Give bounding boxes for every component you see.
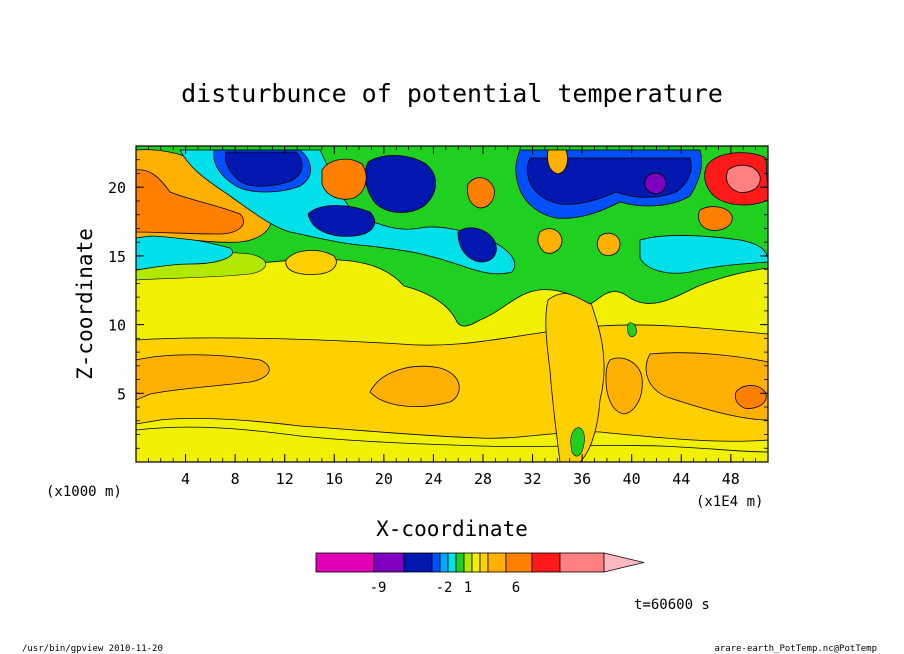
- colorbar-label: 6: [512, 580, 520, 596]
- field-column-green-1: [570, 427, 585, 457]
- y-axis-label: Z-coordinate: [73, 228, 97, 380]
- footer-right: arare-earth_PotTemp.nc@PotTemp: [714, 644, 877, 654]
- y-tick-label: 15: [108, 248, 126, 266]
- colorbar-swatch: [403, 552, 433, 573]
- colorbar-overflow-triangle: [603, 552, 645, 573]
- colorbar-label: -2: [436, 580, 453, 596]
- x-tick-label: 4: [181, 470, 190, 488]
- x-axis-label: X-coordinate: [376, 517, 528, 541]
- x-tick-label: 28: [474, 470, 492, 488]
- plot-frame: [135, 145, 769, 463]
- field-orange-mid-patch: [285, 250, 337, 275]
- field-upper-navy-2: [307, 205, 376, 237]
- x-tick-label: 8: [231, 470, 240, 488]
- colorbar-swatch: [479, 552, 489, 573]
- plot-area: [136, 146, 768, 462]
- field-upper-orange-nw: [547, 149, 568, 175]
- field-lower-deep-orange-right: [734, 385, 767, 409]
- field-upper-navy-4: [457, 227, 497, 263]
- colorbar-swatch: [559, 552, 605, 573]
- field-upper-orange-right: [698, 206, 733, 231]
- field-upper-deep-orange-left: [136, 169, 245, 235]
- y-tick-label: 10: [108, 317, 126, 335]
- field-column-green-2: [627, 322, 637, 337]
- field-column-orange-2: [605, 357, 643, 415]
- colorbar-swatch: [487, 552, 507, 573]
- field-lower-orange-mid: [369, 365, 460, 407]
- field-upper-orange-center: [537, 228, 563, 254]
- colorbar-labels: -9 -2 1 6: [370, 580, 521, 596]
- colorbar-swatch: [447, 552, 457, 573]
- field-lower-orange-left: [136, 354, 270, 401]
- x-tick-label: 24: [424, 470, 442, 488]
- colorbar-swatch: [439, 552, 449, 573]
- x-tick-label: 44: [672, 470, 690, 488]
- x-unit-left: (x1000 m): [46, 484, 122, 500]
- x-tick-label: 20: [375, 470, 393, 488]
- x-tick-label: 16: [325, 470, 343, 488]
- field-upper-purple-right: [644, 172, 667, 194]
- y-axis-ticks: 5 10 15 20: [108, 159, 768, 449]
- colorbar-swatch: [455, 552, 465, 573]
- colorbar-label: -9: [370, 580, 387, 596]
- colorbar-swatch: [315, 552, 375, 573]
- colorbar-swatch: [531, 552, 561, 573]
- x-tick-label: 40: [623, 470, 641, 488]
- colorbar-swatch: [471, 552, 481, 573]
- x-unit-right: (x1E4 m): [696, 494, 763, 510]
- field-upper-navy-1: [225, 151, 303, 187]
- footer-left: /usr/bin/gpview 2010-11-20: [22, 644, 163, 654]
- x-tick-label: 36: [573, 470, 591, 488]
- colorbar-swatch: [431, 552, 441, 573]
- chart-title: disturbunce of potential temperature: [181, 79, 723, 108]
- time-label: t=60600 s: [634, 597, 710, 613]
- field-upper-orange-28: [467, 177, 495, 209]
- colorbar-label: 1: [464, 580, 472, 596]
- x-tick-label: 12: [276, 470, 294, 488]
- field-upper-pink-right: [726, 164, 761, 193]
- field-upper-navy-right: [526, 157, 692, 205]
- x-tick-label: 32: [524, 470, 542, 488]
- colorbar-swatch: [505, 552, 533, 573]
- field-upper-orange-center-2: [596, 232, 621, 256]
- colorbar-swatch: [463, 552, 473, 573]
- x-tick-label: 48: [722, 470, 740, 488]
- colorbar-swatch: [373, 552, 405, 573]
- field-upper-orange-mid: [321, 158, 367, 200]
- field-upper-navy-3: [364, 155, 436, 213]
- x-axis-ticks: 4 8 12 16 20 24 28 32 36 40 44 48: [147, 146, 757, 488]
- y-tick-label: 20: [108, 179, 126, 197]
- field-lower-yellow-strip: [136, 426, 768, 462]
- colorbar: [315, 552, 645, 573]
- y-tick-label: 5: [117, 385, 126, 403]
